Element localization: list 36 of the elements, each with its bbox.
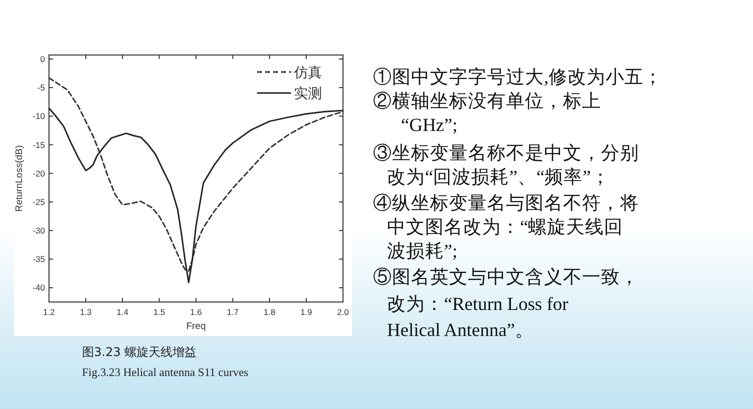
text: “GHz”; bbox=[401, 116, 458, 136]
x-axis-title: Freq bbox=[186, 321, 206, 332]
caption: Fig.3.23 Helical antenna S11 curves bbox=[82, 367, 249, 379]
x-tick-label: 1.4 bbox=[116, 307, 129, 317]
x-tick-label: 1.5 bbox=[153, 307, 166, 317]
text: 改为“回波损耗”、“频率”； bbox=[387, 166, 610, 188]
x-tick-label: 1.3 bbox=[80, 307, 92, 317]
y-axis-title: ReturnLoss(dB) bbox=[14, 145, 25, 212]
y-tick-label: -5 bbox=[37, 82, 46, 93]
y-tick-label: -10 bbox=[32, 111, 46, 122]
text: ②横轴坐标没有单位，标上 bbox=[373, 91, 601, 112]
y-tick-label: -25 bbox=[32, 196, 46, 207]
text: ④纵坐标变量名与图名不符，将 bbox=[373, 192, 639, 214]
text: 波损耗”; bbox=[387, 241, 458, 262]
y-tick-label: -30 bbox=[32, 226, 46, 236]
x-tick-label: 1.7 bbox=[226, 307, 239, 317]
text: ①图中文字字号过大,修改为小五； bbox=[373, 66, 663, 88]
x-tick-label: 1.6 bbox=[190, 307, 202, 317]
y-tick-label: -35 bbox=[32, 254, 46, 264]
x-tick-label: 1.2 bbox=[43, 307, 56, 317]
text: ⑤图名英文与中文含义不一致， bbox=[373, 266, 639, 288]
x-tick-label: 1.8 bbox=[264, 307, 276, 317]
line-series bbox=[48, 107, 344, 284]
y-tick-label: -15 bbox=[32, 140, 46, 150]
y-tick-label: -40 bbox=[32, 282, 46, 293]
caption: 图3.23 螺旋天线增益 bbox=[82, 345, 197, 359]
y-tick-label: -20 bbox=[32, 168, 46, 178]
text: ③坐标变量名称不是中文，分别 bbox=[373, 142, 639, 164]
x-tick-label: 1.9 bbox=[300, 307, 312, 317]
text: 改为：“Return Loss for bbox=[387, 294, 568, 315]
x-tick-label: 2.0 bbox=[337, 307, 350, 317]
text: Helical Antenna”。 bbox=[387, 321, 534, 341]
y-tick-label: 0 bbox=[40, 54, 46, 64]
text: 中文图名改为：“螺旋天线回 bbox=[387, 217, 624, 238]
legend-label: 实测 bbox=[294, 86, 322, 102]
legend-label: 仿真 bbox=[293, 65, 322, 81]
